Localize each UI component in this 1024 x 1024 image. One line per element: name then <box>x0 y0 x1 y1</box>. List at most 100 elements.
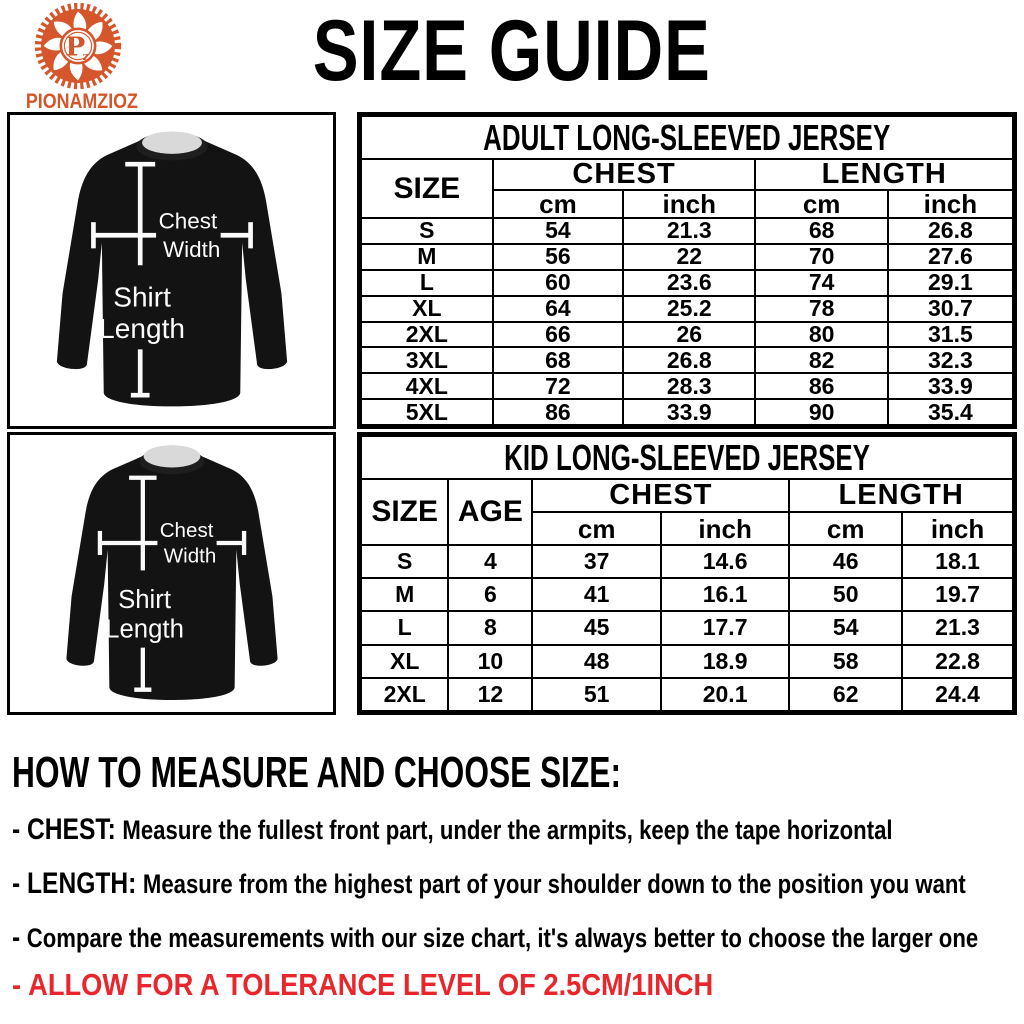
kid-header-chest: CHEST <box>531 478 791 513</box>
adult-length-inch-header: inch <box>886 189 1015 219</box>
cell-chest-in: 16.1 <box>659 577 791 613</box>
cell-length-cm: 50 <box>788 577 904 613</box>
cell-chest-in: 26 <box>622 320 757 349</box>
logo-monogram-main: P <box>65 32 85 63</box>
adult-chest-cm-header: cm <box>491 189 625 219</box>
table-row: 2XL 66 26 80 31.5 <box>360 320 1015 349</box>
instruction-length-text: Measure from the highest part of your sh… <box>142 869 966 899</box>
cell-chest-in: 17.7 <box>659 610 791 646</box>
instruction-tolerance-prefix: - <box>12 967 22 1002</box>
measurement-lines <box>97 475 246 692</box>
cell-chest-cm: 54 <box>491 217 625 245</box>
adult-table-title-text: ADULT LONG-SLEEVED JERSEY <box>483 116 891 158</box>
cell-length-in: 19.7 <box>901 577 1014 613</box>
instruction-tolerance: - ALLOW FOR A TOLERANCE LEVEL OF 2.5CM/1I… <box>12 967 713 1003</box>
shirt-body <box>65 450 278 700</box>
cell-chest-in: 25.2 <box>622 294 757 323</box>
cell-length-cm: 62 <box>788 676 904 713</box>
measurement-lines <box>90 161 253 398</box>
cell-length-in: 29.1 <box>886 268 1015 297</box>
cell-size: XL <box>359 643 450 679</box>
adult-chest-inch-header: inch <box>622 189 757 219</box>
instruction-tolerance-text: ALLOW FOR A TOLERANCE LEVEL OF 2.5CM/1IN… <box>28 967 714 1002</box>
cell-length-cm: 78 <box>754 294 889 323</box>
table-row: M 6 41 16.1 50 19.7 <box>359 577 1014 613</box>
cell-chest-cm: 64 <box>491 294 625 323</box>
brand-name: PIONAMZIOZ <box>25 90 138 113</box>
cell-length-cm: 68 <box>754 217 889 245</box>
cell-chest-in: 33.9 <box>622 398 757 426</box>
cell-length-in: 22.8 <box>901 643 1014 679</box>
table-row: M 56 22 70 27.6 <box>360 242 1015 271</box>
shirt-length-label-line1: Shirt <box>118 586 171 614</box>
cell-chest-cm: 72 <box>491 372 625 401</box>
cell-length-cm: 90 <box>754 398 889 426</box>
howto-heading: HOW TO MEASURE AND CHOOSE SIZE: <box>12 748 621 797</box>
cell-size: 4XL <box>360 372 494 401</box>
cell-chest-in: 22 <box>622 242 757 271</box>
instruction-compare-prefix: - <box>12 921 21 954</box>
cell-chest-in: 23.6 <box>622 268 757 297</box>
table-row: S 4 37 14.6 46 18.1 <box>359 543 1014 580</box>
cell-length-in: 21.3 <box>901 610 1014 646</box>
kid-header-length: LENGTH <box>788 478 1014 513</box>
table-row: L 60 23.6 74 29.1 <box>360 268 1015 297</box>
brand-logo: P z PIONAMZIOZ <box>16 2 140 114</box>
table-row: 5XL 86 33.9 90 35.4 <box>360 398 1015 426</box>
table-row: XL 64 25.2 78 30.7 <box>360 294 1015 323</box>
table-row: 3XL 68 26.8 82 32.3 <box>360 346 1015 375</box>
cell-length-cm: 70 <box>754 242 889 271</box>
adult-header-chest: CHEST <box>491 158 757 191</box>
cell-size: L <box>359 610 450 646</box>
kid-length-cm-header: cm <box>788 511 904 546</box>
logo-monogram-sub: z <box>83 49 90 63</box>
kid-header-size: SIZE <box>359 478 450 546</box>
cell-chest-in: 14.6 <box>659 543 791 580</box>
kid-jersey-panel: Chest Width Shirt Length <box>7 432 336 715</box>
table-row: 2XL 12 51 20.1 62 24.4 <box>359 676 1014 713</box>
cell-chest-in: 28.3 <box>622 372 757 401</box>
kid-header-age: AGE <box>447 478 534 546</box>
shirt-body <box>56 134 287 407</box>
cell-size: M <box>359 577 450 613</box>
cell-length-in: 32.3 <box>886 346 1015 375</box>
cell-chest-in: 21.3 <box>622 217 757 245</box>
kid-table-title: KID LONG-SLEEVED JERSEY <box>360 435 1014 480</box>
cell-size: M <box>360 242 494 271</box>
cell-length-in: 30.7 <box>886 294 1015 323</box>
instruction-compare: - Compare the measurements with our size … <box>12 921 978 955</box>
chest-width-label-line1: Chest <box>159 519 213 542</box>
cell-size: L <box>360 268 494 297</box>
cell-chest-cm: 41 <box>531 577 662 613</box>
adult-jersey-illustration: Chest Width Shirt Length <box>56 131 287 407</box>
kid-table-panel: KID LONG-SLEEVED JERSEY SIZE AGE CHEST L… <box>357 432 1017 715</box>
instruction-compare-text: Compare the measurements with our size c… <box>26 923 979 953</box>
table-row: S 54 21.3 68 26.8 <box>360 217 1015 245</box>
cell-chest-cm: 68 <box>491 346 625 375</box>
cell-age: 4 <box>447 543 534 580</box>
cell-size: 3XL <box>360 346 494 375</box>
table-row: L 8 45 17.7 54 21.3 <box>359 610 1014 646</box>
instruction-chest: - CHEST: Measure the fullest front part, … <box>12 813 893 847</box>
cell-size: S <box>360 217 494 245</box>
cell-length-in: 35.4 <box>886 398 1015 426</box>
kid-size-table: KID LONG-SLEEVED JERSEY SIZE AGE CHEST L… <box>359 435 1014 713</box>
kid-chest-cm-header: cm <box>531 511 662 546</box>
neck-opening <box>141 131 202 154</box>
cell-length-in: 24.4 <box>901 676 1014 713</box>
adult-header-length: LENGTH <box>754 158 1014 191</box>
cell-length-cm: 86 <box>754 372 889 401</box>
cell-age: 10 <box>447 643 534 679</box>
cell-length-cm: 58 <box>788 643 904 679</box>
cell-length-in: 31.5 <box>886 320 1015 349</box>
shirt-length-label-line2: Length <box>99 313 185 344</box>
cell-size: 2XL <box>359 676 450 713</box>
cell-chest-cm: 37 <box>531 543 662 580</box>
cell-size: 2XL <box>360 320 494 349</box>
gear-logo-icon: P z <box>34 2 122 90</box>
instruction-length-prefix: - LENGTH: <box>12 867 137 900</box>
cell-size: S <box>359 543 450 580</box>
kid-length-inch-header: inch <box>901 511 1014 546</box>
cell-chest-cm: 51 <box>531 676 662 713</box>
